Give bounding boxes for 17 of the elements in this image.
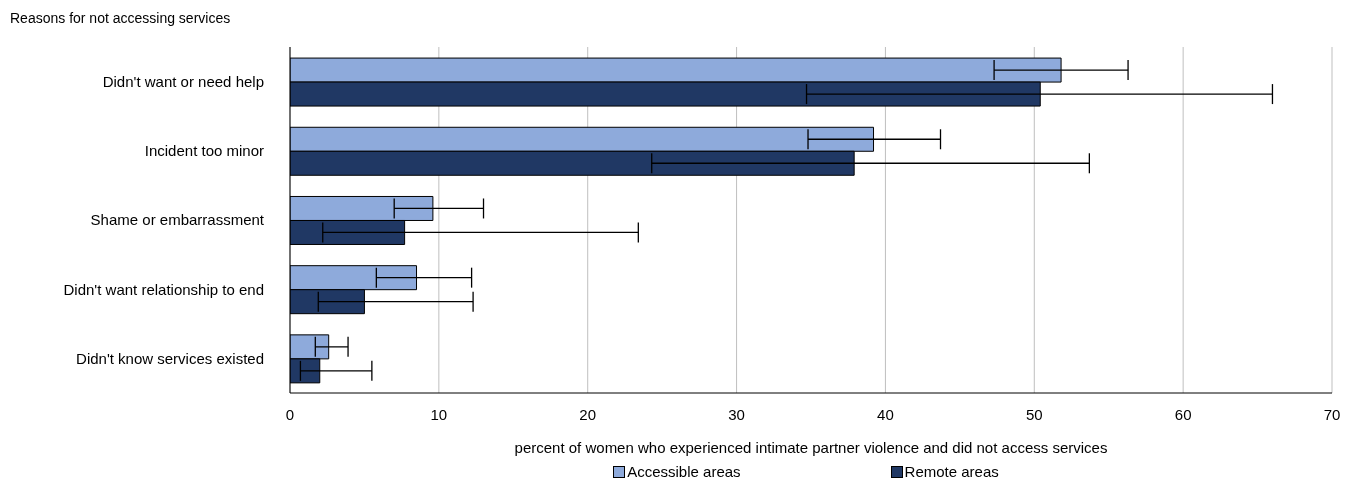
- legend-label: Remote areas: [903, 463, 999, 480]
- x-tick-label: 40: [877, 405, 894, 423]
- x-tick-label: 50: [1025, 405, 1043, 423]
- x-tick-label: 10: [430, 405, 448, 423]
- y-tick-label: Incident too minor: [144, 142, 264, 160]
- y-tick-label: Didn't want relationship to end: [63, 280, 264, 298]
- x-tick-label: 0: [285, 405, 295, 423]
- x-tick-label: 30: [728, 405, 745, 423]
- y-tick-label: Didn't want or need help: [102, 72, 264, 90]
- y-tick-label: Didn't know services existed: [76, 349, 264, 367]
- x-tick-label: 70: [1323, 405, 1341, 423]
- y-tick-label: Shame or embarrassment: [90, 211, 265, 229]
- text: Reasons for not accessing services: [10, 10, 231, 26]
- x-tick-label: 60: [1174, 405, 1192, 423]
- x-axis-title: percent of women who experienced intimate partner violence and did not access services: [514, 439, 1108, 456]
- x-tick-label: 20: [579, 405, 597, 423]
- legend-label: Accessible areas: [626, 463, 741, 480]
